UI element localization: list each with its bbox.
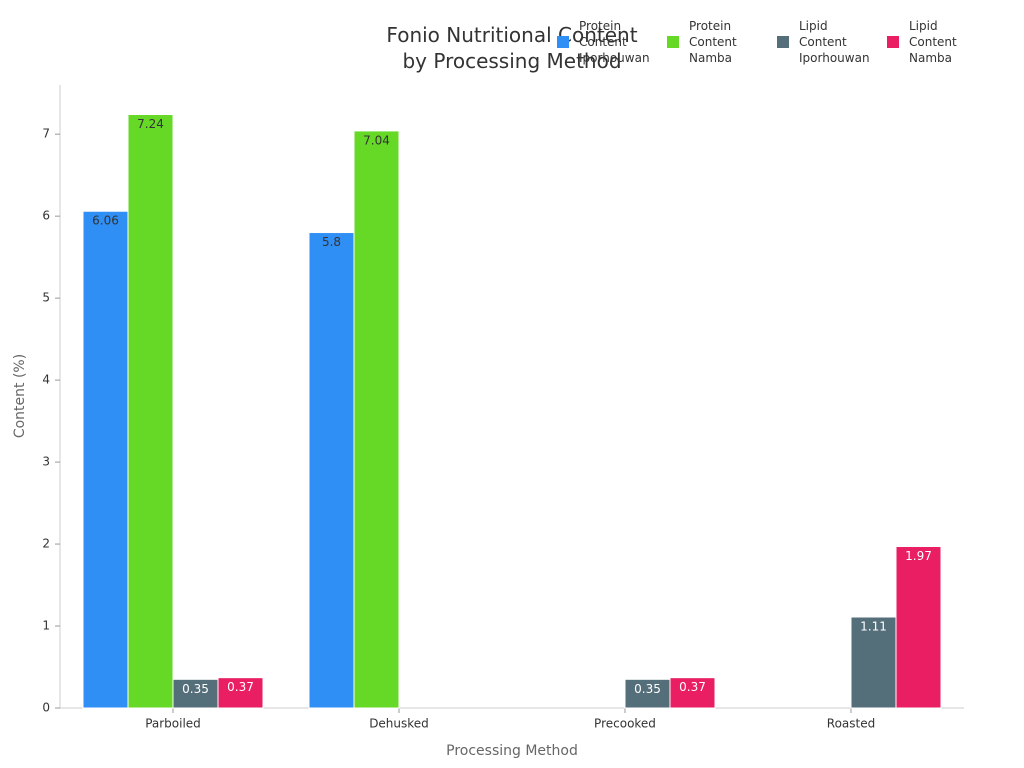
y-tick-label: 1 bbox=[42, 619, 50, 633]
chart-title: Fonio Nutritional Content by Processing … bbox=[386, 23, 638, 73]
bar bbox=[217, 677, 264, 709]
bar bbox=[127, 114, 174, 709]
y-tick-label: 7 bbox=[42, 127, 50, 141]
x-tick-label: Precooked bbox=[594, 717, 656, 731]
legend-label: Protein Content Namba bbox=[689, 19, 737, 65]
y-axis-title: Content (%) bbox=[12, 354, 28, 438]
bar bbox=[669, 677, 716, 709]
legend-swatch bbox=[667, 36, 679, 48]
x-tick-label: Dehusked bbox=[369, 717, 429, 731]
value-label: 1.97 bbox=[905, 549, 932, 563]
value-label: 5.8 bbox=[322, 235, 341, 249]
legend-item: Protein Content Namba bbox=[667, 18, 761, 66]
legend-swatch bbox=[887, 36, 899, 48]
value-label: 6.06 bbox=[92, 214, 119, 228]
legend-item: Lipid Content Namba bbox=[887, 18, 981, 66]
bar bbox=[172, 678, 219, 709]
value-label: 0.35 bbox=[182, 682, 209, 696]
legend-swatch bbox=[557, 36, 569, 48]
y-tick-label: 3 bbox=[42, 455, 50, 469]
legend-item: Lipid Content Iporhouwan bbox=[777, 18, 871, 66]
bar bbox=[895, 546, 942, 709]
value-label: 7.24 bbox=[137, 117, 164, 131]
value-label: 0.37 bbox=[679, 680, 706, 694]
legend-label: Protein Content Iporhouwan bbox=[579, 19, 650, 65]
value-label: 1.11 bbox=[860, 620, 887, 634]
x-axis-title: Processing Method bbox=[446, 743, 578, 759]
bar bbox=[308, 232, 355, 709]
bar bbox=[82, 210, 129, 709]
legend-label: Lipid Content Namba bbox=[909, 19, 957, 65]
legend-item: Protein Content Iporhouwan bbox=[557, 18, 651, 66]
y-tick-label: 4 bbox=[42, 373, 50, 387]
legend-swatch bbox=[777, 36, 789, 48]
bar bbox=[353, 130, 400, 709]
y-tick-label: 0 bbox=[42, 701, 50, 715]
y-tick-label: 5 bbox=[42, 291, 50, 305]
legend-label: Lipid Content Iporhouwan bbox=[799, 19, 870, 65]
x-tick-label: Parboiled bbox=[145, 717, 201, 731]
y-tick-label: 6 bbox=[42, 209, 50, 223]
bar bbox=[624, 678, 671, 709]
value-label: 7.04 bbox=[363, 133, 390, 147]
value-label: 0.37 bbox=[227, 680, 254, 694]
y-tick-label: 2 bbox=[42, 537, 50, 551]
value-label: 0.35 bbox=[634, 682, 661, 696]
x-tick-label: Roasted bbox=[827, 717, 875, 731]
